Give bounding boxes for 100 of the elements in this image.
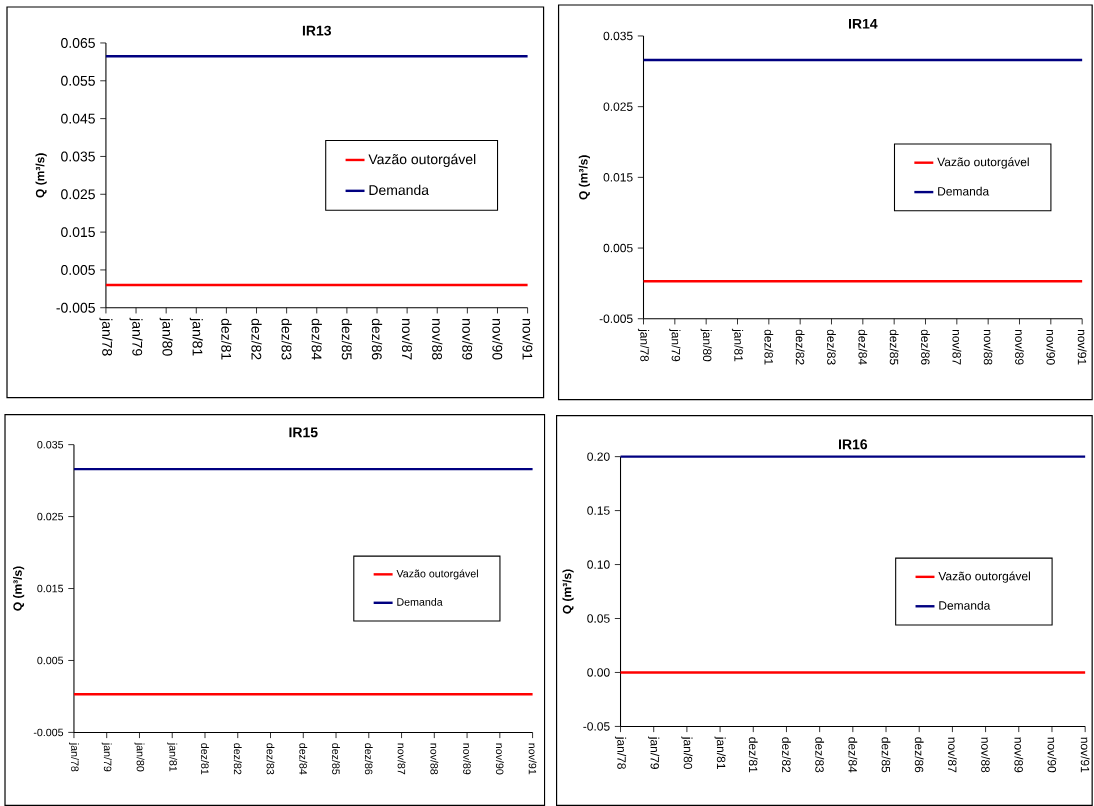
x-tick-label: jan/80 (134, 742, 145, 772)
y-tick-label: -0.005 (33, 728, 64, 737)
y-axis-title: Q (m³/s) (562, 569, 574, 614)
x-tick-label: jan/79 (129, 317, 143, 356)
x-tick-label: dez/81 (764, 329, 774, 365)
x-tick-label: dez/86 (364, 743, 373, 775)
x-tick-label: dez/85 (881, 737, 891, 773)
y-tick-label: 0.035 (61, 151, 95, 162)
x-tick-label: dez/85 (332, 743, 340, 775)
x-tick-label: nov/90 (492, 318, 503, 360)
x-tick-label: dez/81 (201, 743, 209, 775)
y-tick-label: 0.005 (37, 656, 64, 665)
x-tick-label: jan/81 (714, 736, 726, 769)
x-tick-label: nov/90 (1046, 329, 1056, 365)
y-tick-label: 0.045 (61, 113, 95, 124)
x-tick-label: nov/90 (1047, 737, 1057, 773)
legend-label: Demanda (397, 597, 443, 606)
x-tick-label: nov/87 (947, 737, 957, 773)
x-tick-label: jan/80 (681, 736, 693, 769)
y-axis-title: Q (m³/s) (578, 155, 590, 200)
x-tick-label: jan/79 (648, 736, 660, 769)
x-tick-label: nov/87 (401, 318, 413, 360)
chart-title: IR15 (289, 427, 318, 438)
legend-label: Demanda (369, 184, 430, 195)
x-tick-label: nov/91 (528, 743, 537, 775)
y-tick-label: -0.005 (56, 302, 95, 313)
chart-title: IR14 (849, 18, 878, 29)
x-tick-label: dez/84 (299, 743, 308, 775)
x-tick-label: jan/78 (68, 742, 79, 772)
x-tick-label: dez/82 (795, 329, 805, 365)
y-tick-label: 0.10 (587, 560, 610, 569)
y-axis-title: Q (m³/s) (35, 153, 47, 198)
x-tick-label: jan/80 (159, 317, 173, 356)
chart-title: IR16 (839, 439, 868, 450)
x-tick-label: jan/78 (614, 736, 627, 769)
x-tick-label: dez/82 (251, 318, 262, 360)
x-tick-label: nov/88 (981, 737, 990, 773)
x-tick-label: nov/88 (983, 329, 993, 365)
y-tick-label: 0.05 (587, 614, 610, 623)
x-tick-label: nov/87 (397, 743, 406, 775)
x-tick-label: dez/84 (858, 329, 868, 365)
y-tick-label: 0.035 (37, 440, 64, 449)
chart-title: IR13 (302, 25, 332, 36)
x-tick-label: nov/88 (432, 318, 443, 360)
legend-label: Vazão outorgável (938, 571, 1030, 583)
x-tick-label: jan/78 (637, 328, 650, 362)
x-tick-label: dez/82 (782, 737, 791, 773)
x-tick-label: nov/89 (1015, 329, 1024, 365)
x-tick-label: jan/80 (700, 328, 712, 362)
legend-label: Vazão outorgável (396, 569, 478, 580)
x-tick-label: nov/89 (463, 743, 471, 775)
x-tick-label: jan/81 (189, 317, 203, 356)
x-tick-label: dez/81 (748, 737, 758, 773)
x-tick-label: jan/81 (731, 328, 744, 362)
x-tick-label: dez/83 (815, 737, 825, 773)
y-tick-label: 0.015 (37, 584, 64, 593)
x-tick-label: dez/86 (371, 318, 383, 360)
legend-label: Vazão outorgável (368, 153, 476, 167)
x-tick-label: nov/90 (495, 743, 504, 775)
x-tick-label: jan/79 (669, 328, 681, 362)
y-tick-label: 0.00 (587, 668, 610, 677)
y-tick-label: 0.025 (61, 189, 95, 200)
x-tick-label: nov/87 (952, 329, 962, 365)
x-tick-label: dez/86 (921, 329, 930, 365)
y-tick-label: -0.005 (599, 314, 633, 323)
x-tick-label: dez/85 (341, 318, 353, 360)
x-tick-label: nov/91 (522, 318, 533, 360)
x-tick-label: dez/85 (889, 329, 899, 365)
y-tick-label: 0.055 (61, 75, 95, 86)
x-tick-label: jan/78 (99, 317, 113, 356)
y-tick-label: 0.20 (587, 452, 610, 461)
legend-label: Vazão outorgável (937, 157, 1029, 169)
x-tick-label: nov/91 (1077, 329, 1087, 365)
y-tick-label: 0.025 (37, 512, 64, 521)
x-tick-label: jan/79 (101, 742, 112, 772)
y-tick-label: 0.035 (603, 31, 633, 41)
y-tick-label: 0.065 (61, 37, 95, 48)
y-tick-label: 0.015 (61, 226, 95, 237)
legend-label: Demanda (939, 600, 991, 610)
y-tick-label: 0.015 (603, 172, 633, 182)
x-tick-label: dez/81 (221, 318, 232, 360)
y-tick-label: 0.15 (587, 506, 610, 515)
y-tick-label: -0.05 (583, 722, 610, 731)
x-tick-label: dez/84 (311, 318, 322, 360)
y-tick-label: 0.005 (603, 243, 633, 253)
x-tick-label: jan/81 (167, 742, 178, 772)
x-tick-label: dez/84 (848, 737, 858, 773)
x-tick-label: nov/91 (1080, 737, 1090, 773)
x-tick-label: nov/88 (430, 743, 439, 775)
x-tick-label: nov/89 (1014, 737, 1024, 773)
x-tick-label: dez/83 (281, 318, 292, 360)
x-tick-label: nov/89 (462, 318, 473, 360)
x-tick-label: dez/82 (233, 743, 242, 775)
y-tick-label: 0.025 (603, 102, 633, 111)
y-tick-label: 0.005 (61, 264, 95, 275)
x-tick-label: dez/83 (266, 743, 275, 775)
y-axis-title: Q (m³/s) (13, 566, 25, 611)
x-tick-label: dez/83 (827, 329, 836, 365)
x-tick-label: dez/86 (914, 737, 924, 773)
legend-label: Demanda (938, 186, 990, 196)
